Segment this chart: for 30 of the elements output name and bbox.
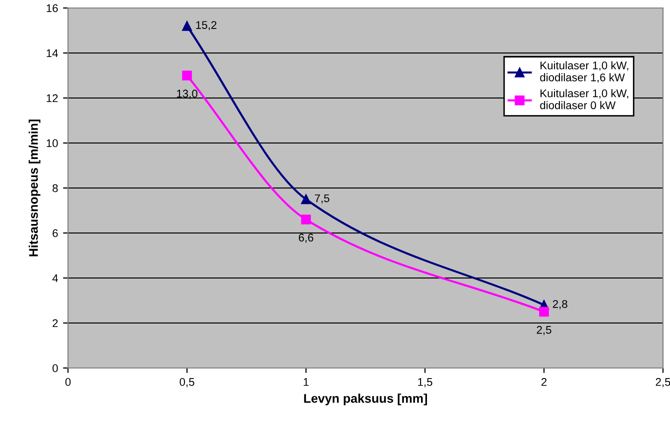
x-tick-label: 0 (65, 378, 71, 386)
y-tick-label: 2 (52, 319, 58, 328)
y-tick-label: 10 (46, 139, 58, 148)
y-tick-label: 6 (52, 229, 58, 238)
point (301, 194, 311, 204)
x-tick-label: 2 (541, 378, 547, 386)
data-label: 2,5 (536, 326, 552, 336)
point (539, 306, 549, 317)
point (182, 70, 192, 80)
y-tick-label: 14 (46, 49, 58, 58)
x-tick-label: 1,5 (418, 378, 432, 388)
point (301, 214, 311, 224)
data-label: 7,5 (314, 194, 330, 204)
legend-label: Kuitulaser 1,0 kW, diodilaser 0 kW (540, 89, 628, 110)
data-label: 13,0 (177, 90, 198, 99)
x-tick-label: 1 (304, 378, 309, 386)
y-tick-label: 12 (46, 94, 58, 102)
x-tick-label: 0,5 (180, 378, 194, 388)
x-tick-label: 2,5 (656, 378, 670, 388)
legend-label: Kuitulaser 1,0 kW, diodilaser 1,6 kW (540, 61, 628, 83)
data-label: 6,6 (298, 234, 314, 243)
y-tick-label: 4 (52, 274, 58, 282)
y-tick-label: 8 (52, 184, 58, 192)
data-label: 15,2 (196, 21, 216, 30)
x-axis-title: Levyn paksuus [mm] (304, 394, 427, 406)
data-label: 2,8 (552, 300, 568, 310)
y-tick-label: 0 (52, 364, 58, 372)
point (182, 21, 192, 31)
y-axis-title: Hitsausnopeus [m/min] (28, 120, 40, 256)
y-tick-label: 16 (46, 4, 58, 12)
